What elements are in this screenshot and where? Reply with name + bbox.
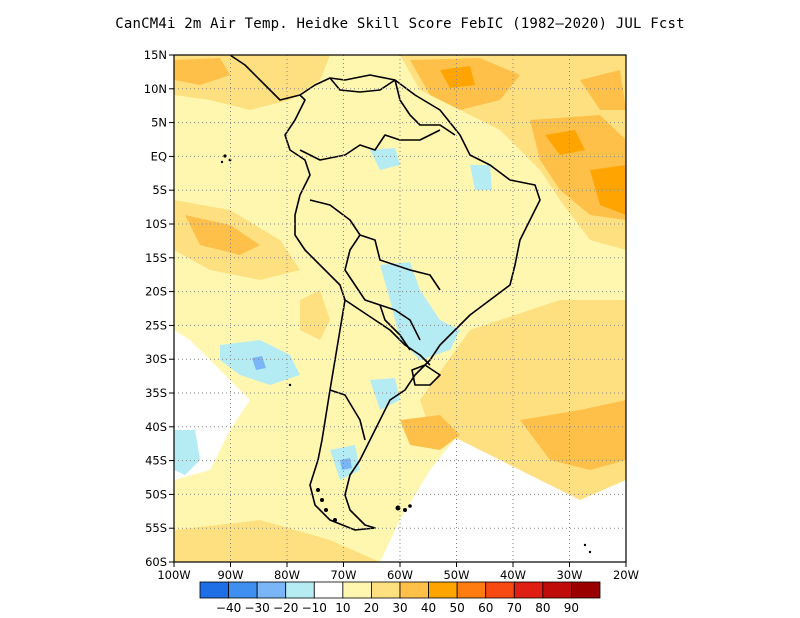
lon-label: 90W <box>217 568 243 582</box>
lon-label: 60W <box>387 568 413 582</box>
lat-label: 5S <box>152 183 167 197</box>
axis-ticks <box>169 54 627 567</box>
lon-label: 100W <box>157 568 190 582</box>
lat-label: 20S <box>145 285 167 299</box>
colorbar-label: 70 <box>507 601 522 615</box>
skill-40-50-regions <box>440 66 626 215</box>
lat-label: 5N <box>151 116 167 130</box>
colorbar-swatch <box>513 581 544 599</box>
colorbar-swatch <box>399 581 429 599</box>
lat-label: 25S <box>145 318 167 332</box>
lat-label: 30S <box>145 352 167 366</box>
colorbar-swatch <box>228 581 258 599</box>
lon-label: 80W <box>274 568 300 582</box>
colorbar-swatch <box>313 581 344 599</box>
lat-label: 40S <box>145 420 167 434</box>
lat-label: 15S <box>145 251 167 265</box>
island-marks <box>220 154 592 554</box>
colorbar-label: 60 <box>478 601 493 615</box>
lat-label: 15N <box>144 48 167 62</box>
lat-label: 50S <box>145 487 167 501</box>
colorbar-swatch <box>371 581 401 599</box>
colorbar-label: 10 <box>335 601 350 615</box>
colorbar-label: −10 <box>302 601 327 615</box>
lat-label: 10N <box>144 82 167 96</box>
lat-label: 35S <box>145 386 167 400</box>
colorbar-label: 50 <box>450 601 465 615</box>
colorbar-label: −40 <box>216 601 241 615</box>
lat-label: EQ <box>151 149 167 163</box>
colorbar-swatch <box>456 581 487 599</box>
colorbar-label: 90 <box>564 601 579 615</box>
map-grid <box>174 55 626 562</box>
lon-label: 20W <box>613 568 639 582</box>
coastlines <box>229 54 541 531</box>
lon-label: 50W <box>443 568 469 582</box>
colorbar-label: 20 <box>364 601 379 615</box>
colorbar: −40 −30 −20 −10 10 20 30 40 50 60 70 80 90 <box>199 581 601 615</box>
colorbar-swatch <box>428 581 458 599</box>
lat-label: 45S <box>145 454 167 468</box>
colorbar-swatch <box>256 581 287 599</box>
colorbar-swatch <box>485 581 515 599</box>
colorbar-label: 40 <box>421 601 436 615</box>
colorbar-label: 30 <box>392 601 407 615</box>
lon-label: 40W <box>500 568 526 582</box>
lat-label: 55S <box>145 521 167 535</box>
colorbar-swatch <box>542 581 572 599</box>
lat-label: 10S <box>145 217 167 231</box>
colorbar-label: −20 <box>273 601 298 615</box>
colorbar-swatch <box>571 581 601 599</box>
lat-label: 60S <box>145 555 167 569</box>
lon-label: 30W <box>556 568 582 582</box>
longitude-labels: 100W 90W 80W 70W 60W 50W 40W 30W 20W <box>157 568 639 582</box>
latitude-labels: 15N 10N 5N EQ 5S 10S 15S 20S 25S 30S 35S 40S 45S 50S 5… <box>144 48 167 569</box>
colorbar-label: 80 <box>535 601 550 615</box>
colorbar-label: −30 <box>244 601 269 615</box>
lon-label: 70W <box>330 568 356 582</box>
map-title: CanCM4i 2m Air Temp. Heidke Skill Score … <box>115 16 685 32</box>
colorbar-swatch <box>285 581 315 599</box>
colorbar-swatch <box>342 581 372 599</box>
colorbar-swatch <box>199 581 229 599</box>
